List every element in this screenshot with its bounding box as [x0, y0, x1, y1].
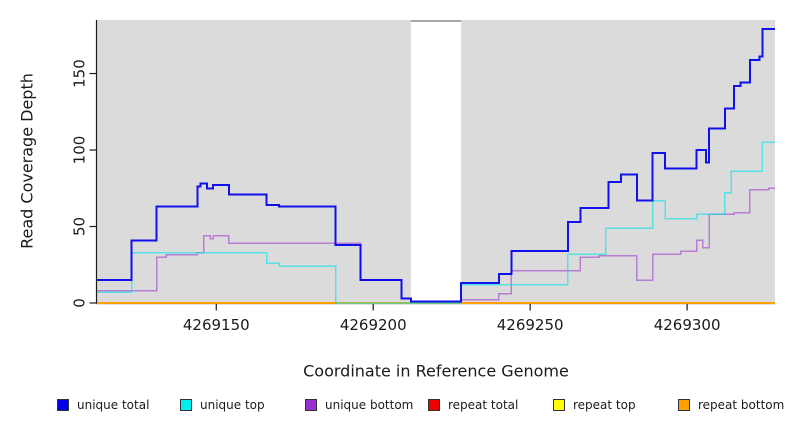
legend-label: unique total [77, 398, 150, 412]
unique-bottom-swatch-icon [305, 399, 317, 411]
x-tick-label: 4269200 [340, 316, 407, 334]
legend-label: repeat total [448, 398, 519, 412]
repeat-bottom-swatch-icon [678, 399, 690, 411]
y-axis-label: Read Coverage Depth [17, 73, 37, 249]
unique-total-swatch-icon [57, 399, 69, 411]
tick-labels: 4269150 4269200 4269250 4269300 0 50 100 150 [71, 59, 721, 334]
y-tick-label: 50 [71, 217, 89, 236]
legend: unique total unique top unique bottom re… [57, 396, 784, 414]
legend-item-unique-total: unique total [57, 396, 180, 414]
legend-item-repeat-top: repeat top [553, 396, 678, 414]
legend-label: unique bottom [325, 398, 414, 412]
x-tick-label: 4269150 [183, 316, 250, 334]
unique-top-swatch-icon [180, 399, 192, 411]
y-tick-label: 0 [71, 298, 89, 308]
x-axis-label: Coordinate in Reference Genome [303, 361, 569, 381]
tick-marks [89, 72, 688, 311]
y-tick-label: 150 [71, 59, 89, 88]
legend-item-repeat-bottom: repeat bottom [678, 396, 784, 414]
x-tick-label: 4269250 [497, 316, 564, 334]
repeat-total-swatch-icon [428, 399, 440, 411]
legend-label: repeat bottom [698, 398, 785, 412]
repeat-top-swatch-icon [553, 399, 565, 411]
coverage-gap-band [410, 20, 462, 303]
legend-item-repeat-total: repeat total [428, 396, 553, 414]
legend-label: unique top [200, 398, 265, 412]
legend-item-unique-bottom: unique bottom [305, 396, 428, 414]
x-tick-label: 4269300 [654, 316, 721, 334]
legend-item-unique-top: unique top [180, 396, 305, 414]
series-lines [97, 28, 775, 304]
series-unique-top [97, 141, 775, 304]
y-tick-label: 100 [71, 136, 89, 165]
series-unique-total [97, 28, 775, 303]
series-unique-bottom [97, 187, 775, 303]
legend-label: repeat top [573, 398, 636, 412]
